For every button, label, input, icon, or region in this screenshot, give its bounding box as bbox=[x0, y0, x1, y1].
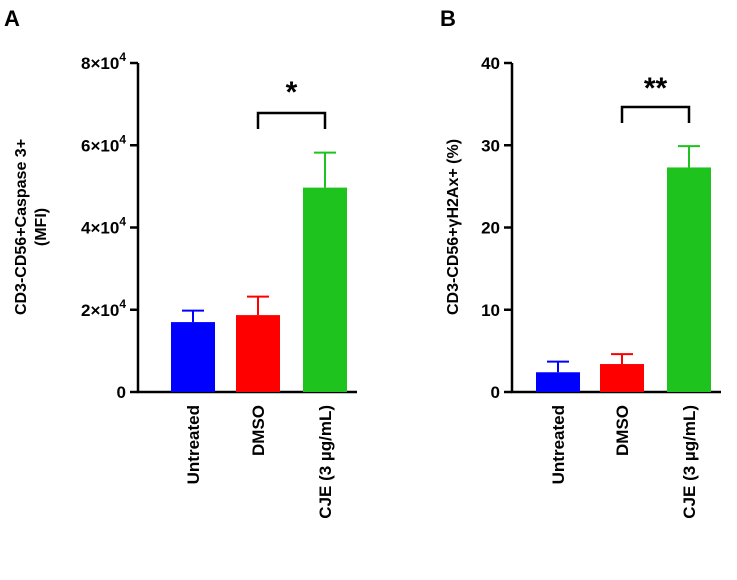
category-label: CJE (3 µg/mL) bbox=[316, 405, 335, 519]
category-label: Untreated bbox=[549, 405, 568, 484]
bar bbox=[303, 187, 347, 392]
bar bbox=[171, 322, 215, 392]
panel-b-category-labels: Untreated DMSO CJE (3 µg/mL) bbox=[549, 405, 699, 519]
significance-label: * bbox=[286, 76, 298, 109]
category-label: CJE (3 µg/mL) bbox=[680, 405, 699, 519]
panel-b-bars bbox=[536, 145, 711, 392]
y-tick-label: 20 bbox=[481, 219, 500, 238]
significance-bracket bbox=[256, 111, 327, 129]
y-tick-label: 40 bbox=[481, 54, 500, 73]
significance-bracket bbox=[620, 105, 691, 123]
panel-a-y-axis-label: CD3-CD56+Caspase 3+ (MFI) bbox=[13, 139, 50, 315]
y-tick-label: 4×104 bbox=[81, 215, 126, 238]
panel-a-category-labels: Untreated DMSO CJE (3 µg/mL) bbox=[184, 405, 335, 519]
panel-a-letter: A bbox=[4, 6, 20, 31]
panel-b-y-axis-label: CD3-CD56+γH2Ax+ (%) bbox=[445, 139, 462, 315]
bar bbox=[667, 167, 711, 392]
y-tick-label: 10 bbox=[481, 301, 500, 320]
panel-a-bars bbox=[171, 151, 347, 392]
panel-b: B CD3-CD56+γH2Ax+ (%) 0 10 20 30 40 Untreate… bbox=[440, 6, 721, 519]
panel-b-y-ticks: 0 10 20 30 40 bbox=[481, 54, 512, 402]
category-label: Untreated bbox=[184, 405, 203, 484]
bar bbox=[600, 364, 644, 392]
y-tick-label: 2×104 bbox=[81, 297, 126, 320]
y-axis-label-line: CD3-CD56+γH2Ax+ (%) bbox=[445, 139, 462, 315]
category-label: DMSO bbox=[613, 405, 632, 456]
panel-a-y-ticks: 0 2×104 4×104 6×104 8×104 bbox=[81, 50, 138, 402]
category-label: DMSO bbox=[249, 405, 268, 456]
panel-b-letter: B bbox=[440, 6, 456, 31]
bar bbox=[536, 372, 580, 392]
y-tick-label: 0 bbox=[117, 383, 126, 402]
y-tick-label: 6×104 bbox=[81, 132, 126, 155]
y-axis-label-line: CD3-CD56+Caspase 3+ bbox=[13, 139, 30, 315]
y-axis-label-line: (MFI) bbox=[33, 208, 50, 246]
y-tick-label: 30 bbox=[481, 136, 500, 155]
y-tick-label: 0 bbox=[491, 383, 500, 402]
panel-b-significance: ** bbox=[620, 72, 691, 123]
y-tick-label: 8×104 bbox=[81, 50, 126, 73]
panel-a: A CD3-CD56+Caspase 3+ (MFI) 0 2×104 4×104 6×… bbox=[4, 6, 357, 519]
significance-label: ** bbox=[644, 72, 668, 105]
panel-a-significance: * bbox=[256, 76, 327, 129]
bar bbox=[236, 315, 280, 392]
